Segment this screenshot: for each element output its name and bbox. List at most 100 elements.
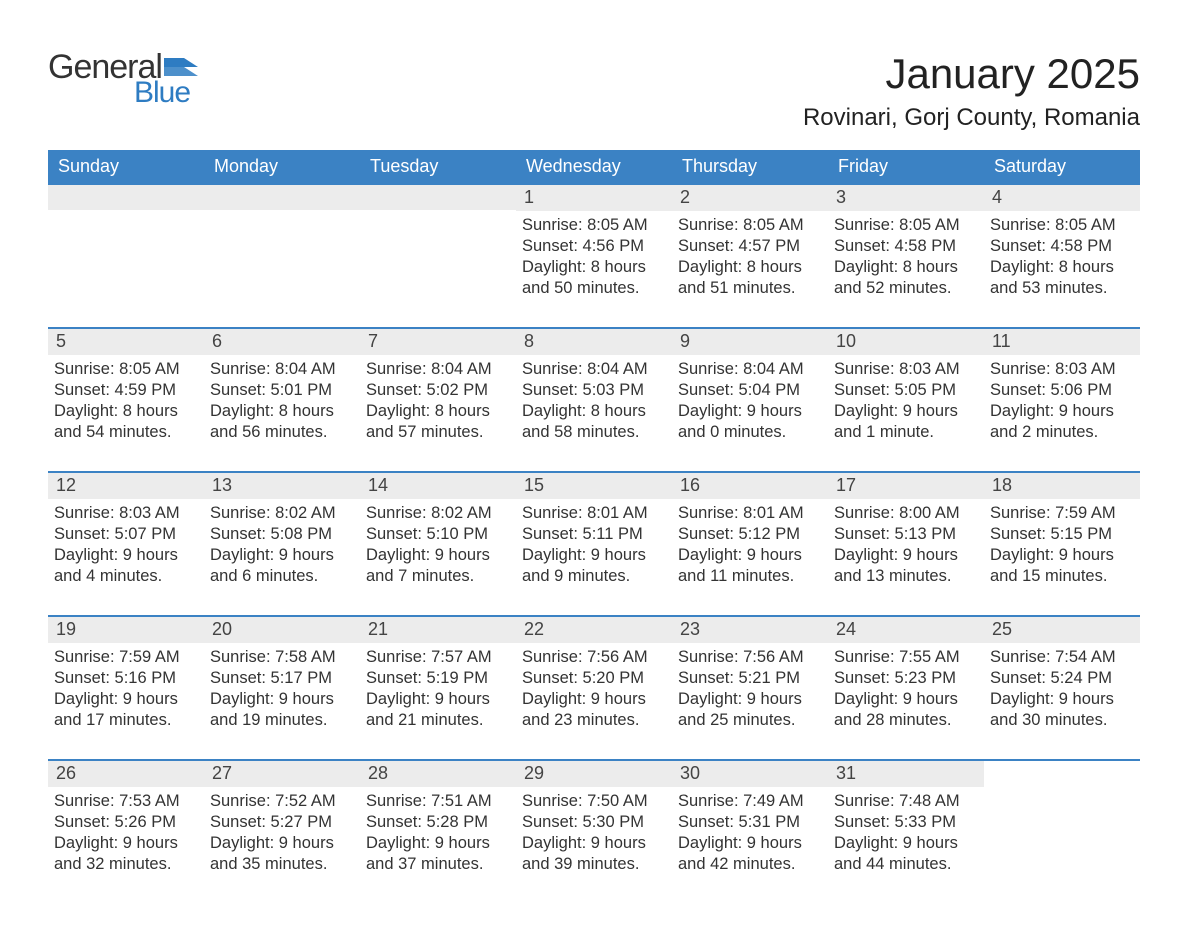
daylight-line: Daylight: 9 hours and 9 minutes. [522,545,664,587]
daylight-line: Daylight: 8 hours and 52 minutes. [834,257,976,299]
day-cell: 9Sunrise: 8:04 AMSunset: 5:04 PMDaylight… [672,329,828,453]
day-body: Sunrise: 8:02 AMSunset: 5:10 PMDaylight:… [360,499,516,587]
sunset-line: Sunset: 5:33 PM [834,812,976,833]
sunset-line: Sunset: 5:05 PM [834,380,976,401]
daylight-line: Daylight: 9 hours and 21 minutes. [366,689,508,731]
daylight-line: Daylight: 8 hours and 58 minutes. [522,401,664,443]
day-body: Sunrise: 8:04 AMSunset: 5:02 PMDaylight:… [360,355,516,443]
logo-text-blue: Blue [134,78,198,108]
daylight-line: Daylight: 8 hours and 54 minutes. [54,401,196,443]
day-cell: 23Sunrise: 7:56 AMSunset: 5:21 PMDayligh… [672,617,828,741]
day-cell: 24Sunrise: 7:55 AMSunset: 5:23 PMDayligh… [828,617,984,741]
day-cell: 7Sunrise: 8:04 AMSunset: 5:02 PMDaylight… [360,329,516,453]
day-cell: 18Sunrise: 7:59 AMSunset: 5:15 PMDayligh… [984,473,1140,597]
day-number: 15 [516,473,672,499]
sunset-line: Sunset: 5:11 PM [522,524,664,545]
day-body: Sunrise: 7:48 AMSunset: 5:33 PMDaylight:… [828,787,984,875]
day-cell: 22Sunrise: 7:56 AMSunset: 5:20 PMDayligh… [516,617,672,741]
day-body: Sunrise: 8:05 AMSunset: 4:56 PMDaylight:… [516,211,672,299]
sunrise-line: Sunrise: 7:52 AM [210,791,352,812]
sunset-line: Sunset: 5:19 PM [366,668,508,689]
day-cell: 14Sunrise: 8:02 AMSunset: 5:10 PMDayligh… [360,473,516,597]
day-body: Sunrise: 7:51 AMSunset: 5:28 PMDaylight:… [360,787,516,875]
sunrise-line: Sunrise: 8:03 AM [834,359,976,380]
day-cell: 21Sunrise: 7:57 AMSunset: 5:19 PMDayligh… [360,617,516,741]
day-body: Sunrise: 8:04 AMSunset: 5:01 PMDaylight:… [204,355,360,443]
sunset-line: Sunset: 5:20 PM [522,668,664,689]
sunset-line: Sunset: 5:12 PM [678,524,820,545]
day-body: Sunrise: 8:05 AMSunset: 4:58 PMDaylight:… [984,211,1140,299]
sunset-line: Sunset: 4:58 PM [834,236,976,257]
logo: General Blue [48,50,198,108]
day-number: 27 [204,761,360,787]
day-body: Sunrise: 8:05 AMSunset: 4:59 PMDaylight:… [48,355,204,443]
week-row: 12Sunrise: 8:03 AMSunset: 5:07 PMDayligh… [48,471,1140,597]
daylight-line: Daylight: 9 hours and 25 minutes. [678,689,820,731]
sunset-line: Sunset: 4:58 PM [990,236,1132,257]
month-title: January 2025 [803,50,1140,98]
day-body: Sunrise: 8:01 AMSunset: 5:12 PMDaylight:… [672,499,828,587]
day-body: Sunrise: 7:53 AMSunset: 5:26 PMDaylight:… [48,787,204,875]
day-cell: 1Sunrise: 8:05 AMSunset: 4:56 PMDaylight… [516,185,672,309]
day-cell: 16Sunrise: 8:01 AMSunset: 5:12 PMDayligh… [672,473,828,597]
week-row: 26Sunrise: 7:53 AMSunset: 5:26 PMDayligh… [48,759,1140,885]
daylight-line: Daylight: 8 hours and 50 minutes. [522,257,664,299]
day-body: Sunrise: 7:56 AMSunset: 5:20 PMDaylight:… [516,643,672,731]
day-cell: 5Sunrise: 8:05 AMSunset: 4:59 PMDaylight… [48,329,204,453]
sunset-line: Sunset: 5:16 PM [54,668,196,689]
day-body: Sunrise: 7:58 AMSunset: 5:17 PMDaylight:… [204,643,360,731]
title-block: January 2025 Rovinari, Gorj County, Roma… [803,50,1140,132]
day-number: 1 [516,185,672,211]
sunset-line: Sunset: 5:27 PM [210,812,352,833]
day-number: 23 [672,617,828,643]
sunrise-line: Sunrise: 7:59 AM [54,647,196,668]
sunset-line: Sunset: 5:08 PM [210,524,352,545]
sunrise-line: Sunrise: 7:50 AM [522,791,664,812]
day-body: Sunrise: 8:05 AMSunset: 4:57 PMDaylight:… [672,211,828,299]
daylight-line: Daylight: 8 hours and 51 minutes. [678,257,820,299]
daylight-line: Daylight: 9 hours and 17 minutes. [54,689,196,731]
days-of-week-header: SundayMondayTuesdayWednesdayThursdayFrid… [48,150,1140,185]
sunset-line: Sunset: 5:31 PM [678,812,820,833]
header: General Blue January 2025 Rovinari, Gorj… [48,50,1140,132]
day-number: 25 [984,617,1140,643]
day-number: 7 [360,329,516,355]
sunrise-line: Sunrise: 8:01 AM [678,503,820,524]
day-cell: 17Sunrise: 8:00 AMSunset: 5:13 PMDayligh… [828,473,984,597]
day-number: 12 [48,473,204,499]
sunrise-line: Sunrise: 8:05 AM [678,215,820,236]
daylight-line: Daylight: 9 hours and 32 minutes. [54,833,196,875]
day-body: Sunrise: 7:59 AMSunset: 5:15 PMDaylight:… [984,499,1140,587]
sunrise-line: Sunrise: 8:05 AM [834,215,976,236]
day-body: Sunrise: 7:52 AMSunset: 5:27 PMDaylight:… [204,787,360,875]
day-number: 8 [516,329,672,355]
sunrise-line: Sunrise: 7:49 AM [678,791,820,812]
daylight-line: Daylight: 9 hours and 7 minutes. [366,545,508,587]
day-number: 20 [204,617,360,643]
dow-cell: Friday [828,150,984,185]
week-row: 1Sunrise: 8:05 AMSunset: 4:56 PMDaylight… [48,185,1140,309]
sunrise-line: Sunrise: 8:04 AM [678,359,820,380]
sunrise-line: Sunrise: 8:05 AM [54,359,196,380]
sunrise-line: Sunrise: 8:01 AM [522,503,664,524]
day-cell: 26Sunrise: 7:53 AMSunset: 5:26 PMDayligh… [48,761,204,885]
calendar: SundayMondayTuesdayWednesdayThursdayFrid… [48,150,1140,885]
sunrise-line: Sunrise: 8:02 AM [366,503,508,524]
day-number: 22 [516,617,672,643]
day-number: 29 [516,761,672,787]
day-body: Sunrise: 8:04 AMSunset: 5:04 PMDaylight:… [672,355,828,443]
daylight-line: Daylight: 9 hours and 19 minutes. [210,689,352,731]
sunrise-line: Sunrise: 7:59 AM [990,503,1132,524]
sunrise-line: Sunrise: 8:03 AM [990,359,1132,380]
day-number: 9 [672,329,828,355]
day-number: 2 [672,185,828,211]
sunrise-line: Sunrise: 7:57 AM [366,647,508,668]
dow-cell: Saturday [984,150,1140,185]
daylight-line: Daylight: 9 hours and 4 minutes. [54,545,196,587]
sunset-line: Sunset: 4:56 PM [522,236,664,257]
day-cell [204,185,360,309]
day-cell: 15Sunrise: 8:01 AMSunset: 5:11 PMDayligh… [516,473,672,597]
day-body: Sunrise: 8:01 AMSunset: 5:11 PMDaylight:… [516,499,672,587]
sunrise-line: Sunrise: 8:05 AM [522,215,664,236]
day-body: Sunrise: 7:56 AMSunset: 5:21 PMDaylight:… [672,643,828,731]
